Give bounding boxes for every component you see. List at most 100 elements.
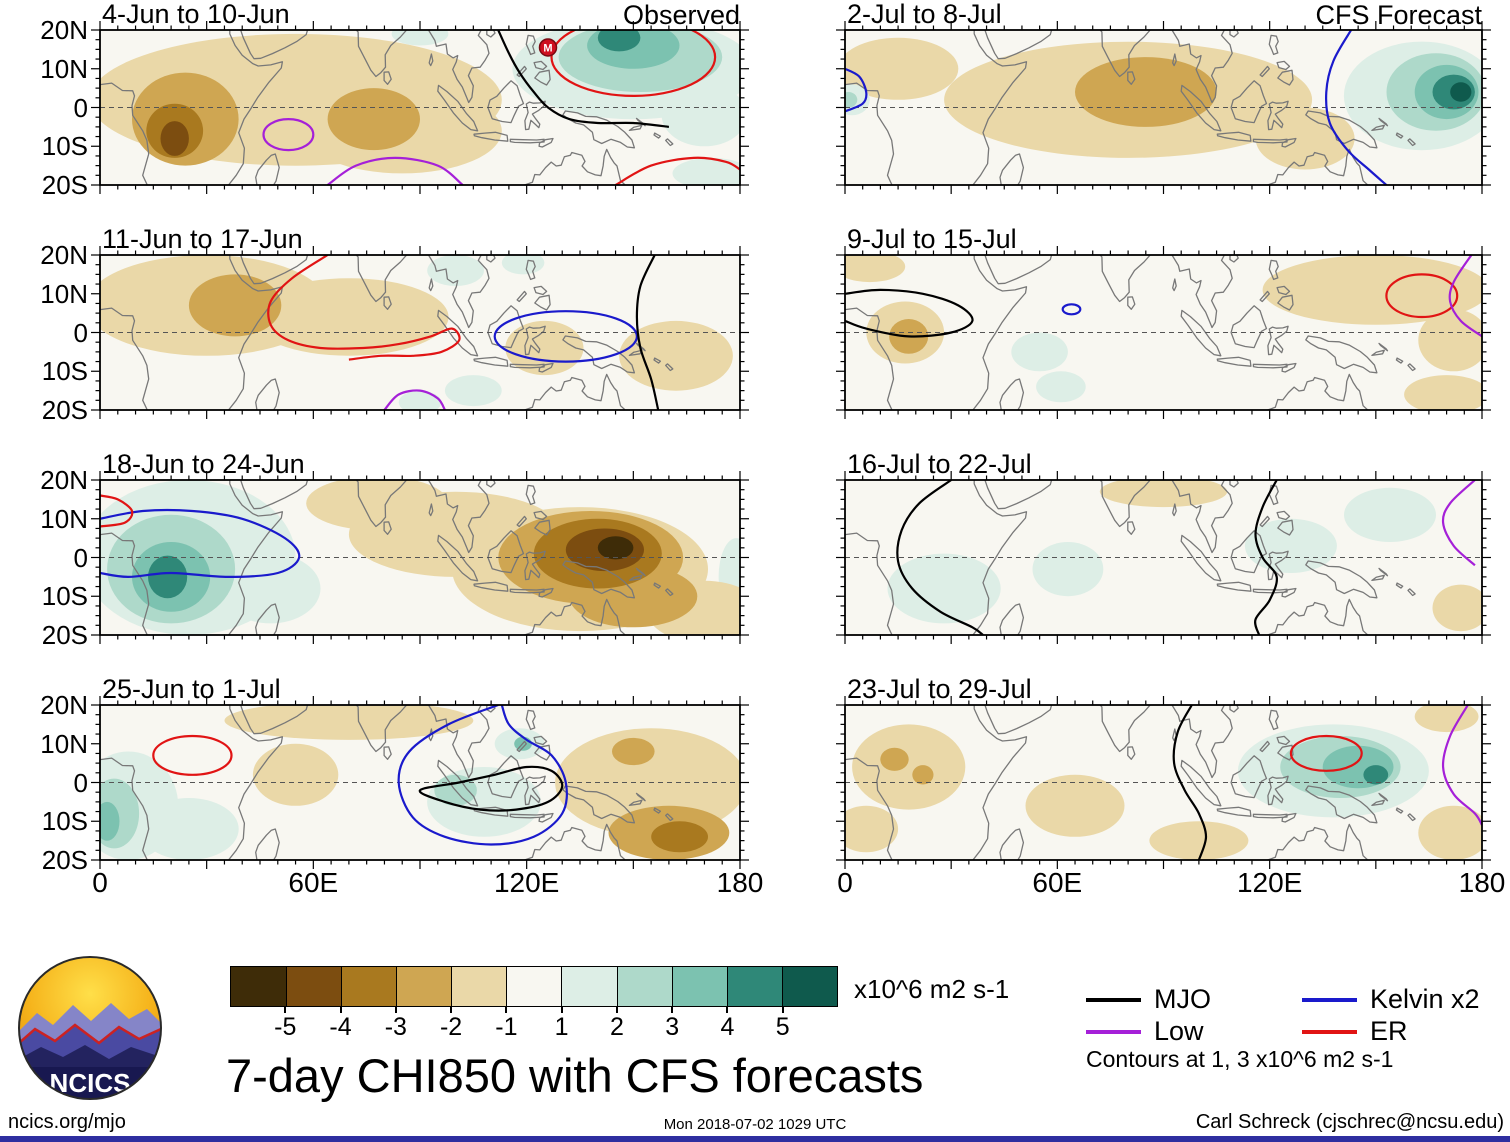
colorbar-tick-label: -2: [439, 1013, 463, 1041]
contour-low: [1448, 255, 1482, 338]
colorbar-tick-label: 4: [720, 1013, 735, 1041]
ncics-logo-image: NCICS: [18, 956, 162, 1100]
x-tick-label: 0: [92, 867, 108, 898]
map-canvas: [836, 696, 1491, 869]
panel-title: 18-Jun to 24-Jun: [102, 449, 305, 479]
contour-mjo: [1254, 480, 1278, 635]
y-tick-label: 10N: [40, 728, 88, 759]
y-tick-label: 20S: [41, 620, 88, 650]
shading-layer: [100, 480, 740, 635]
legend-label-kelvin: Kelvin x2: [1370, 984, 1480, 1014]
colorbar-segment: [671, 967, 727, 1006]
contour-er: [267, 255, 461, 361]
legend-label-mjo: MJO: [1154, 984, 1211, 1014]
footer-timestamp: Mon 2018-07-02 1029 UTC: [663, 1116, 847, 1133]
colorbar-tick-label: -1: [495, 1013, 518, 1041]
colorbar-segment: [506, 967, 562, 1006]
map-panel-3: 11-Jun to 17-Jun: [91, 224, 749, 419]
contour-kelvin: [1325, 30, 1388, 185]
legend-label-low: Low: [1154, 1016, 1204, 1046]
coastlines: [100, 480, 674, 635]
colorbar-segment: [616, 967, 672, 1006]
svg-text:M: M: [543, 42, 552, 54]
panel-border: [99, 704, 741, 861]
colorbar-segment: [781, 967, 837, 1006]
y-tick-label: 20S: [41, 395, 88, 425]
map-canvas: [836, 246, 1491, 419]
y-tick-label: 10N: [40, 278, 88, 309]
map-layers: [845, 480, 1482, 635]
contour-er: [615, 156, 740, 185]
colorbar-tick: [339, 1007, 342, 1013]
contour-kelvin: [845, 67, 868, 113]
y-tick-label: 10N: [40, 503, 88, 534]
x-tick-label: 180: [1458, 867, 1506, 898]
map-panel-5: 18-Jun to 24-Jun: [91, 449, 749, 644]
map-layers: M: [100, 30, 740, 185]
map-canvas: [91, 246, 749, 419]
colorbar-tick-label: 2: [609, 1013, 624, 1041]
map-panel-6: 16-Jul to 22-Jul: [836, 449, 1491, 644]
colorbar-tick: [284, 1007, 287, 1013]
colorbar-tick-label: -4: [329, 1013, 352, 1041]
contour-low: [262, 117, 315, 152]
y-tick-label: 10N: [40, 53, 88, 84]
panel-title: 25-Jun to 1-Jul: [102, 674, 281, 704]
mjo-center-marker: M: [538, 38, 558, 57]
legend-line-er: [1302, 1030, 1357, 1034]
x-tick-label: 120E: [1236, 867, 1303, 898]
map-layers: [100, 255, 740, 410]
coastlines: [100, 30, 674, 185]
legend-line-low: [1086, 1030, 1141, 1034]
contour-er: [1289, 734, 1363, 772]
footer-url: ncics.org/mjo: [8, 1111, 126, 1133]
legend-note: Contours at 1, 3 x10^6 m2 s-1: [1086, 1046, 1394, 1072]
map-canvas: [836, 471, 1491, 644]
contour-er: [152, 734, 233, 776]
contour-mjo: [896, 480, 984, 635]
y-tick-label: 20N: [40, 690, 88, 720]
contour-mjo: [635, 255, 660, 410]
x-tick-label: 60E: [288, 867, 339, 898]
y-tick-label: 0: [73, 92, 88, 123]
shading-layer: [100, 30, 740, 185]
colorbar-tick: [615, 1007, 618, 1013]
y-tick-label: 10S: [41, 131, 88, 162]
panel-border: [99, 254, 741, 411]
y-tick-label: 0: [73, 542, 88, 573]
map-layers: [100, 480, 740, 635]
panel-title: 11-Jun to 17-Jun: [102, 224, 303, 254]
shading-layer: [845, 37, 1482, 170]
x-tick-label: 180: [716, 867, 764, 898]
colorbar-units: x10^6 m2 s-1: [854, 974, 1010, 1004]
contour-mjo: [497, 30, 670, 128]
colorbar-segment: [726, 967, 782, 1006]
panel-title: 2-Jul to 8-Jul: [847, 0, 1002, 29]
colorbar-tick: [560, 1007, 563, 1013]
panel-border: [99, 479, 741, 636]
panel-border: [844, 704, 1483, 861]
contour-mjo: [418, 765, 564, 812]
colorbar-segment: [286, 967, 342, 1006]
shading-layer: [100, 705, 740, 860]
colorbar-tick-label: 1: [554, 1013, 569, 1041]
map-canvas: M: [91, 21, 749, 194]
y-tick-label: 0: [73, 317, 88, 348]
column-header-cfs-forecast: CFS Forecast: [1315, 0, 1482, 30]
colorbar-segment: [341, 967, 397, 1006]
colorbar: [230, 966, 838, 1007]
brand-bar: [0, 1136, 1510, 1142]
contour-er: [100, 494, 134, 528]
contour-er: [1385, 273, 1459, 319]
coastlines: [845, 480, 1416, 635]
colorbar-tick-label: 5: [775, 1013, 790, 1041]
map-panel-2: 2-Jul to 8-Jul: [836, 0, 1491, 194]
colorbar-tick: [450, 1007, 453, 1013]
contour-low: [1441, 480, 1476, 567]
panel-title: 16-Jul to 22-Jul: [847, 449, 1032, 479]
colorbar-tick-label: -5: [274, 1013, 297, 1041]
footer-credit: Carl Schreck (cjschrec@ncsu.edu): [1195, 1111, 1504, 1133]
colorbar-tick-label: 3: [665, 1013, 680, 1041]
colorbar-segment: [231, 967, 287, 1006]
